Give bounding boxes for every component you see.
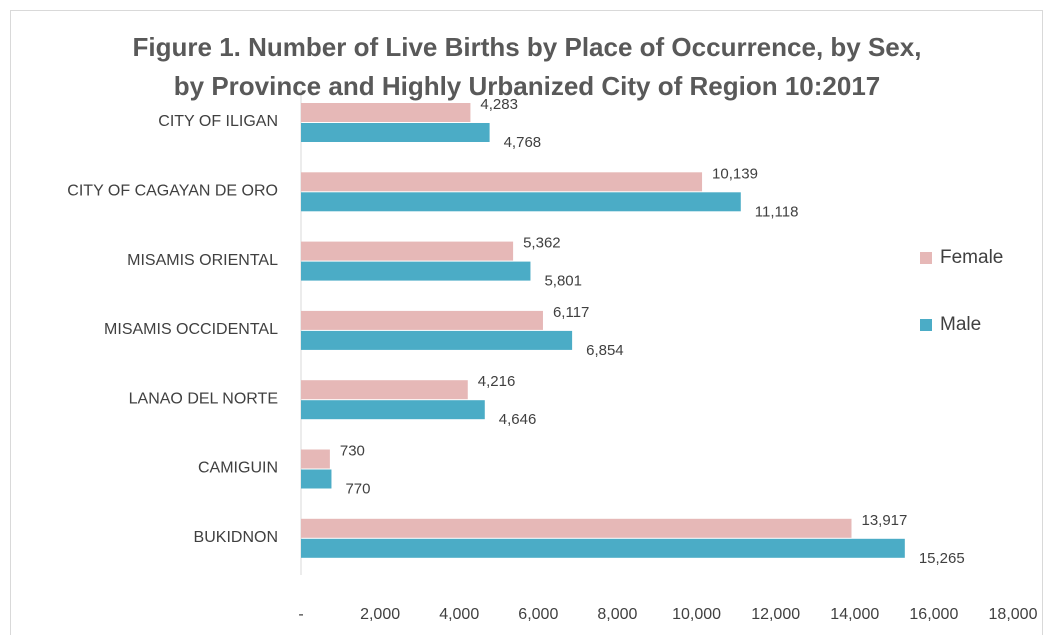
x-tick-label: 8,000 bbox=[597, 606, 637, 623]
bar bbox=[301, 103, 471, 122]
legend-swatch bbox=[920, 252, 932, 264]
x-tick-label: 2,000 bbox=[360, 606, 400, 623]
x-tick-label: 14,000 bbox=[830, 606, 879, 623]
bar bbox=[301, 192, 741, 212]
data-label: 4,646 bbox=[499, 411, 537, 428]
bar bbox=[301, 518, 852, 538]
bar bbox=[301, 469, 332, 489]
data-label: 5,362 bbox=[523, 235, 561, 252]
bar bbox=[301, 380, 468, 400]
y-tick-label: MISAMIS OCCIDENTAL bbox=[104, 321, 278, 338]
data-label: 15,265 bbox=[919, 550, 965, 567]
data-label: 730 bbox=[340, 442, 365, 459]
bar bbox=[301, 310, 543, 330]
bar bbox=[301, 330, 573, 350]
bar bbox=[301, 172, 703, 192]
x-tick-label: 4,000 bbox=[439, 606, 479, 623]
data-label: 13,917 bbox=[861, 512, 907, 529]
data-label: 770 bbox=[345, 480, 370, 497]
data-label: 4,216 bbox=[478, 373, 516, 390]
bar bbox=[301, 449, 330, 469]
y-tick-label: MISAMIS ORIENTAL bbox=[127, 252, 278, 269]
legend-label: Male bbox=[940, 314, 981, 335]
x-tick-label: 12,000 bbox=[751, 606, 800, 623]
x-tick-label: - bbox=[298, 606, 303, 623]
data-label: 5,801 bbox=[544, 273, 582, 290]
y-tick-label: BUKIDNON bbox=[194, 529, 278, 546]
data-label: 6,117 bbox=[553, 304, 589, 321]
chart-border bbox=[10, 10, 1043, 635]
data-label: 4,283 bbox=[480, 96, 518, 113]
x-tick-label: 16,000 bbox=[909, 606, 958, 623]
y-tick-label: CITY OF CAGAYAN DE ORO bbox=[67, 183, 278, 200]
bar bbox=[301, 261, 531, 281]
data-label: 11,118 bbox=[755, 203, 799, 220]
chart-title: Figure 1. Number of Live Births by Place… bbox=[132, 32, 922, 101]
bar bbox=[301, 538, 905, 558]
data-label: 4,768 bbox=[504, 134, 542, 151]
y-tick-label: LANAO DEL NORTE bbox=[129, 390, 278, 407]
y-tick-label: CAMIGUIN bbox=[198, 460, 278, 477]
legend-label: Female bbox=[940, 247, 1003, 268]
legend-swatch bbox=[920, 319, 932, 331]
data-label: 6,854 bbox=[586, 342, 624, 359]
x-tick-label: 18,000 bbox=[989, 606, 1038, 623]
bar bbox=[301, 241, 514, 261]
x-tick-label: 10,000 bbox=[672, 606, 721, 623]
y-tick-label: CITY OF ILIGAN bbox=[158, 113, 278, 130]
bar bbox=[301, 123, 490, 142]
x-tick-label: 6,000 bbox=[518, 606, 558, 623]
bar bbox=[301, 400, 485, 420]
data-label: 10,139 bbox=[712, 165, 758, 182]
